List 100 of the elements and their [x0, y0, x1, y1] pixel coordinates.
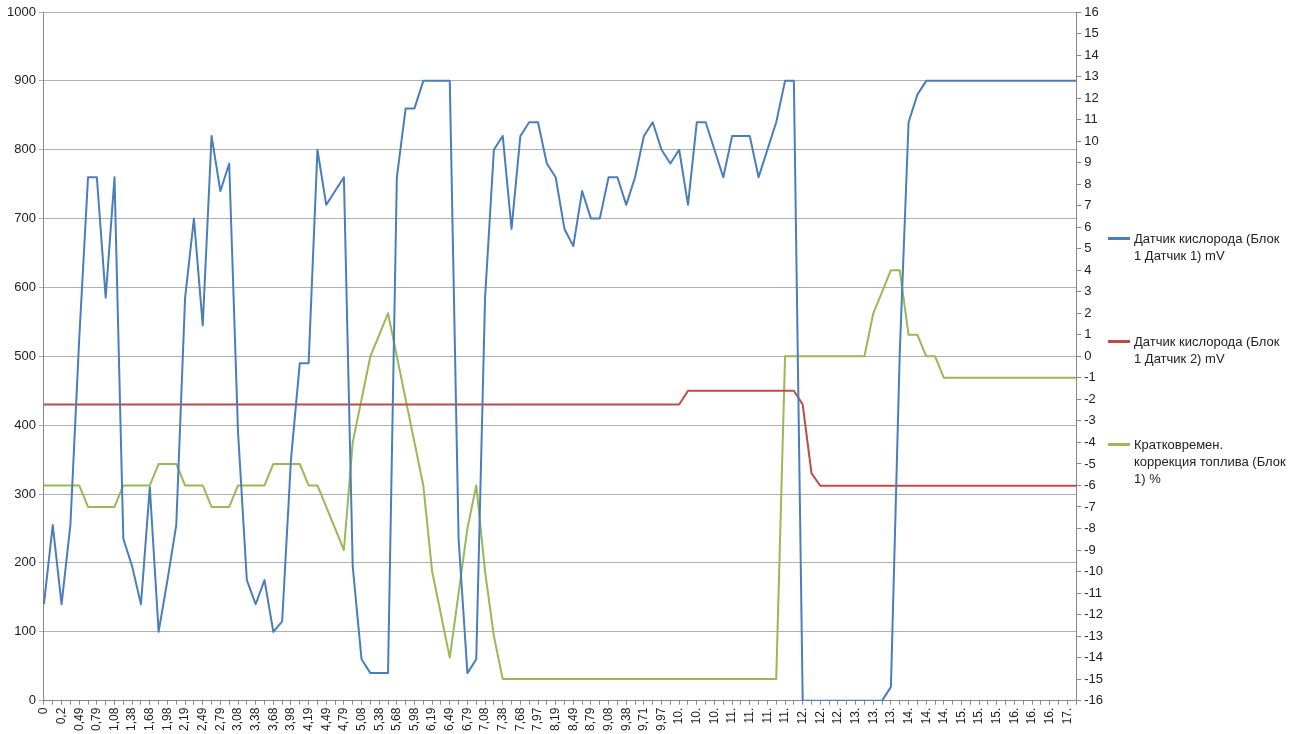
x-tick-label: 9,71: [636, 707, 651, 731]
x-tick-label: 9,08: [600, 707, 615, 731]
x-tick-label: 0,79: [89, 707, 104, 731]
x-tick-label: 8,49: [565, 707, 580, 731]
y2-tick-label: -8: [1084, 520, 1096, 536]
y2-tick-label: -12: [1084, 606, 1104, 622]
y2-tick-label: 6: [1084, 218, 1092, 234]
x-tick-label: 13.: [883, 707, 898, 725]
x-tick-label: 3,08: [230, 707, 245, 731]
x-tick-label: 2,49: [195, 707, 210, 731]
y2-tick-label: 12: [1084, 89, 1099, 105]
x-tick-label: 1,08: [106, 707, 121, 731]
y2-tick-label: -5: [1084, 455, 1096, 471]
x-tick-label: 11.: [759, 707, 774, 724]
y2-tick-label: 2: [1084, 304, 1092, 320]
x-tick-label: 12.: [830, 707, 845, 725]
x-tick-label: 2,79: [212, 707, 227, 731]
y2-tick-label: -14: [1084, 649, 1104, 665]
x-tick-label: 7,68: [512, 707, 527, 731]
x-tick-label: 7,38: [495, 707, 510, 731]
y-tick-label: 300: [14, 485, 36, 501]
x-tick-label: 8,79: [583, 707, 598, 731]
y2-tick-label: -2: [1084, 390, 1096, 406]
x-tick-label: 3,68: [265, 707, 280, 731]
y2-tick-label: 16: [1084, 3, 1099, 19]
x-tick-label: 10.: [706, 707, 721, 725]
x-tick-label: 11.: [724, 707, 739, 724]
y-tick-label: 700: [14, 210, 36, 226]
x-tick-label: 4,79: [336, 707, 351, 731]
x-tick-label: 15.: [989, 707, 1004, 725]
x-tick-label: 14.: [900, 707, 915, 725]
y2-tick-label: 5: [1084, 240, 1092, 256]
x-tick-label: 16.: [1006, 707, 1021, 725]
x-tick-label: 9,38: [618, 707, 633, 731]
x-tick-label: 0: [36, 707, 51, 715]
x-tick-label: 9,97: [653, 707, 668, 731]
x-tick-label: 6,19: [424, 707, 439, 731]
y-tick-label: 200: [14, 554, 36, 570]
y2-tick-label: 13: [1084, 68, 1099, 84]
y-tick-label: 0: [28, 692, 36, 708]
x-tick-label: 13.: [865, 707, 880, 725]
x-tick-label: 1,98: [159, 707, 174, 731]
x-tick-label: 14.: [936, 707, 951, 725]
y2-tick-label: -16: [1084, 692, 1104, 708]
x-tick-label: 11.: [777, 707, 792, 724]
y-tick-label: 400: [14, 416, 36, 432]
y2-tick-label: 3: [1084, 283, 1092, 299]
x-tick-label: 13.: [847, 707, 862, 725]
y2-tick-label: -7: [1084, 498, 1096, 514]
x-tick-label: 15.: [953, 707, 968, 725]
y-tick-label: 1000: [7, 3, 36, 19]
y2-tick-label: 1: [1084, 326, 1092, 342]
y2-tick-label: 0: [1084, 347, 1092, 363]
x-tick-label: 0,2: [53, 707, 68, 725]
y2-tick-label: 8: [1084, 175, 1092, 191]
x-tick-label: 16.: [1024, 707, 1039, 725]
x-tick-label: 11.: [742, 707, 757, 724]
y2-tick-label: 15: [1084, 25, 1099, 41]
y2-tick-label: 10: [1084, 132, 1099, 148]
x-tick-label: 4,19: [300, 707, 315, 731]
y-tick-label: 900: [14, 72, 36, 88]
y2-tick-label: -3: [1084, 412, 1096, 428]
x-tick-label: 5,38: [371, 707, 386, 731]
x-tick-label: 2,19: [177, 707, 192, 731]
x-tick-label: 17.: [1059, 707, 1074, 725]
x-tick-label: 8,19: [547, 707, 562, 731]
y2-tick-label: -13: [1084, 627, 1104, 643]
x-tick-label: 5,08: [353, 707, 368, 731]
y2-tick-label: -1: [1084, 369, 1096, 385]
x-tick-label: 3,38: [247, 707, 262, 731]
x-tick-label: 14.: [918, 707, 933, 725]
y2-tick-label: -4: [1084, 433, 1096, 449]
x-tick-label: 5,68: [389, 707, 404, 731]
x-tick-label: 10.: [689, 707, 704, 725]
x-tick-label: 6,79: [459, 707, 474, 731]
x-tick-label: 1,68: [142, 707, 157, 731]
y2-tick-label: -10: [1084, 563, 1104, 579]
x-tick-label: 5,98: [406, 707, 421, 731]
x-tick-label: 10.: [671, 707, 686, 725]
y2-tick-label: -11: [1084, 584, 1103, 600]
y2-tick-label: 9: [1084, 154, 1092, 170]
x-tick-label: 6,49: [442, 707, 457, 731]
x-tick-label: 0,49: [71, 707, 86, 731]
y2-tick-label: -6: [1084, 477, 1096, 493]
y-tick-label: 800: [14, 141, 36, 157]
x-tick-label: 3,98: [283, 707, 298, 731]
y2-tick-label: -15: [1084, 670, 1104, 686]
y2-tick-label: 14: [1084, 46, 1099, 62]
y-tick-label: 600: [14, 279, 36, 295]
y2-tick-label: -9: [1084, 541, 1096, 557]
x-tick-label: 4,49: [318, 707, 333, 731]
legend-label: Датчик кислорода (Блок 1 Датчик 2) mV: [1134, 333, 1281, 367]
x-tick-label: 7,97: [530, 707, 545, 731]
y2-tick-label: 7: [1084, 197, 1092, 213]
y2-tick-label: 11: [1084, 111, 1098, 127]
y-tick-label: 500: [14, 347, 36, 363]
legend-label: Кратковремен. коррекция топлива (Блок 1) %: [1134, 436, 1287, 487]
x-tick-label: 12.: [812, 707, 827, 725]
x-tick-label: 12.: [795, 707, 810, 725]
x-tick-label: 15.: [971, 707, 986, 725]
